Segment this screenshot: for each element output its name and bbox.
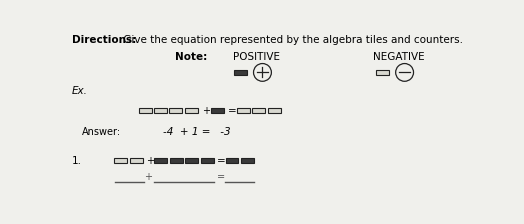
Text: 1.: 1. — [72, 156, 82, 166]
Text: Answer:: Answer: — [82, 127, 121, 137]
Bar — [170, 158, 183, 163]
Bar — [237, 108, 250, 113]
Bar — [185, 158, 198, 163]
Bar — [201, 158, 214, 163]
Bar — [225, 158, 238, 163]
Text: =: = — [217, 156, 226, 166]
Bar — [185, 108, 198, 113]
Text: Note:: Note: — [175, 52, 208, 62]
Text: -4  + 1 =   -3: -4 + 1 = -3 — [163, 127, 231, 137]
Bar — [268, 108, 281, 113]
Bar — [234, 70, 247, 75]
Bar — [253, 108, 265, 113]
Bar — [155, 158, 168, 163]
Bar — [241, 158, 254, 163]
Text: Directions:: Directions: — [72, 35, 136, 45]
Text: =: = — [228, 106, 237, 116]
Bar — [129, 158, 143, 163]
Text: NEGATIVE: NEGATIVE — [373, 52, 424, 62]
Bar — [138, 108, 151, 113]
Text: +: + — [144, 172, 151, 182]
Text: +: + — [146, 156, 154, 166]
Bar — [211, 108, 224, 113]
Bar — [154, 108, 167, 113]
Bar — [169, 108, 182, 113]
Text: +: + — [202, 106, 210, 116]
Text: Ex.: Ex. — [72, 86, 88, 95]
Text: POSITIVE: POSITIVE — [233, 52, 280, 62]
Bar — [376, 70, 389, 75]
Text: Give the equation represented by the algebra tiles and counters.: Give the equation represented by the alg… — [121, 35, 463, 45]
Bar — [114, 158, 127, 163]
Text: =: = — [216, 172, 225, 182]
